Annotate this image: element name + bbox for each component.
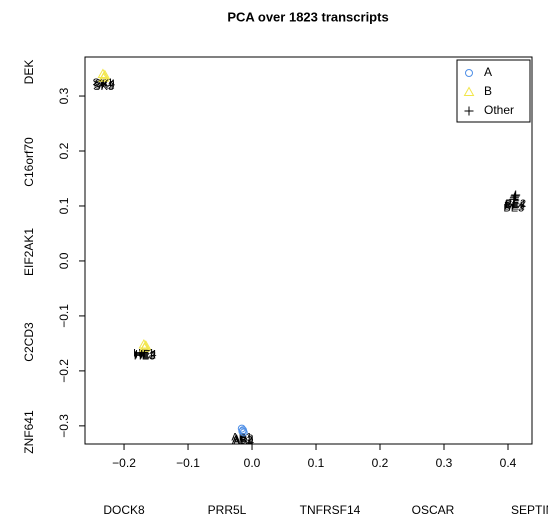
- legend-marker: [465, 69, 473, 77]
- legend-label: Other: [484, 103, 514, 117]
- y-axis-label: ZNF641: [22, 410, 36, 454]
- legend-label: A: [484, 65, 492, 79]
- x-axis-label: TNFRSF14: [300, 503, 361, 517]
- point-label: AB3: [233, 433, 254, 445]
- y-tick-label: −0.1: [57, 304, 71, 328]
- point-label: BE3: [503, 202, 524, 214]
- y-axis-label: EIF2AK1: [22, 228, 36, 276]
- point-label: BE1: [504, 201, 525, 213]
- y-tick-label: 0.1: [57, 197, 71, 214]
- y-tick-label: −0.3: [57, 414, 71, 438]
- point-label: AB4: [233, 435, 254, 447]
- y-tick-label: 0.2: [57, 142, 71, 159]
- x-tick-label: −0.2: [112, 456, 136, 470]
- x-tick-label: 0.1: [308, 456, 325, 470]
- x-axis-label: OSCAR: [412, 503, 455, 517]
- point: [510, 191, 520, 201]
- point-label: HE4: [135, 349, 156, 361]
- x-tick-label: 0.4: [500, 456, 517, 470]
- legend-label: B: [484, 84, 492, 98]
- x-tick-label: 0.3: [436, 456, 453, 470]
- x-axis-label: DOCK8: [103, 503, 145, 517]
- point: [239, 428, 248, 437]
- point-label: BE2: [505, 198, 526, 210]
- x-axis-label: PRR5L: [208, 503, 247, 517]
- point: [99, 69, 111, 80]
- plot-box: [84, 56, 533, 445]
- legend-marker: [463, 86, 475, 96]
- legend-marker: [464, 106, 474, 116]
- point: [238, 427, 247, 436]
- y-tick-label: 0.3: [57, 87, 71, 104]
- point-label: SK2: [94, 80, 115, 92]
- point: [511, 190, 521, 200]
- point-label: SK4: [94, 78, 115, 90]
- point-label: HE2: [134, 350, 155, 362]
- point-label: AB2: [232, 434, 253, 446]
- y-axis-label: DEK: [22, 60, 36, 85]
- x-tick-label: 0.2: [372, 456, 389, 470]
- y-axis-label: C16orf70: [22, 137, 36, 187]
- point-label: HE3: [134, 351, 155, 363]
- point-label: SK3: [93, 81, 114, 93]
- x-tick-label: −0.1: [176, 456, 200, 470]
- y-tick-label: 0.0: [57, 252, 71, 269]
- x-axis-label: SEPTIN6: [511, 503, 548, 517]
- point-label: BE4: [505, 199, 526, 211]
- chart-title: PCA over 1823 transcripts: [227, 9, 388, 24]
- x-tick-label: 0.0: [244, 456, 261, 470]
- point: [140, 340, 152, 350]
- y-tick-label: −0.2: [57, 359, 71, 383]
- y-axis-label: C2CD3: [22, 322, 36, 362]
